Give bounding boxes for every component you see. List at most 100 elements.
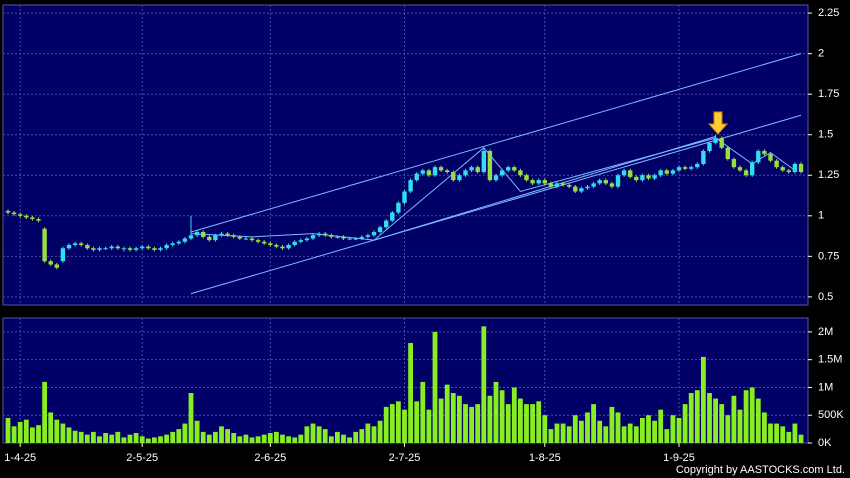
volume-bar <box>280 434 285 443</box>
volume-bar <box>621 426 627 443</box>
volume-bar <box>530 404 535 443</box>
volume-bar <box>658 409 664 443</box>
candle-body <box>390 212 395 221</box>
volume-bar <box>127 434 133 443</box>
y-tick-label: 2.25 <box>818 7 839 19</box>
volume-bar <box>328 436 334 443</box>
volume-bar <box>347 437 352 443</box>
y-tick-label: 1M <box>818 381 833 393</box>
volume-bar <box>585 412 590 443</box>
volume-bar <box>243 434 249 443</box>
volume-bar <box>731 395 737 443</box>
price-panel <box>2 4 809 306</box>
candle-body <box>573 186 578 192</box>
volume-bar <box>536 401 542 443</box>
candle-body <box>201 232 206 237</box>
candle-body <box>481 150 486 173</box>
volume-bar <box>206 434 212 443</box>
candle-body <box>475 167 480 173</box>
candle-body <box>524 175 529 181</box>
volume-bar <box>213 431 218 443</box>
volume-bar <box>182 423 188 443</box>
candle-body <box>304 238 310 241</box>
volume-bar <box>36 425 41 443</box>
candle-body <box>292 241 297 245</box>
volume-bar <box>518 398 523 443</box>
volume-bar <box>798 434 804 443</box>
volume-bar <box>719 404 725 443</box>
candle-body <box>60 248 66 262</box>
candle-body <box>414 173 419 181</box>
candle-body <box>682 167 688 169</box>
volume-bar <box>505 404 511 443</box>
candle-body <box>792 163 798 173</box>
volume-bar <box>603 426 609 443</box>
candle-body <box>158 248 163 250</box>
volume-bar <box>444 384 450 443</box>
volume-bar <box>487 395 493 443</box>
volume-bar <box>786 431 792 443</box>
volume-bar <box>524 404 529 443</box>
candle-body <box>609 183 615 187</box>
candle-body <box>176 241 181 244</box>
candle-body <box>798 163 804 173</box>
volume-bar <box>664 429 670 443</box>
candle-body <box>243 238 249 240</box>
candle-body <box>658 170 663 176</box>
volume-bar <box>72 430 78 443</box>
candle-body <box>213 235 218 241</box>
volume-bar <box>188 393 194 443</box>
candle-body <box>426 170 432 176</box>
volume-bar <box>341 434 346 443</box>
candle-body <box>445 170 450 173</box>
volume-bar <box>469 406 474 443</box>
volume-bar <box>780 426 786 443</box>
candle-body <box>640 175 645 181</box>
volume-bar <box>792 423 798 443</box>
volume-bar <box>774 423 779 443</box>
volume-bar <box>60 423 66 443</box>
volume-bar <box>450 393 456 443</box>
candle-body <box>5 210 11 213</box>
volume-bar <box>335 431 340 443</box>
y-tick-label: 0K <box>818 437 832 449</box>
volume-bar <box>627 423 633 443</box>
candle-body <box>371 232 377 236</box>
volume-bar <box>609 406 615 443</box>
candle-body <box>329 235 334 237</box>
candle-body <box>188 235 194 239</box>
volume-bar <box>97 436 102 443</box>
candle-body <box>469 167 474 171</box>
volume-bar <box>383 406 389 443</box>
volume-bar <box>572 415 578 443</box>
volume-bar <box>646 415 651 443</box>
candle-body <box>670 170 676 174</box>
candle-body <box>493 175 499 181</box>
volume-bar <box>237 436 243 443</box>
volume-bar <box>48 412 54 443</box>
volume-bar <box>542 415 548 443</box>
candle-body <box>621 170 627 176</box>
volume-bar <box>566 426 572 443</box>
volume-bar <box>749 387 755 443</box>
volume-bar <box>579 420 584 443</box>
volume-bar <box>426 409 432 443</box>
volume-bar <box>176 429 182 443</box>
candle-body <box>11 212 17 215</box>
candle-body <box>207 236 212 241</box>
volume-bar <box>511 387 517 443</box>
volume-bar <box>225 429 230 443</box>
candle-body <box>109 246 114 249</box>
volume-bar <box>23 419 29 443</box>
candle-body <box>396 202 401 213</box>
candle-body <box>701 150 706 164</box>
candle-body <box>115 246 120 249</box>
candle-body <box>255 240 261 242</box>
volume-bar <box>682 404 688 443</box>
candle-body <box>585 186 590 189</box>
x-tick-label: 1-8-25 <box>529 452 561 464</box>
volume-bar <box>17 421 23 443</box>
volume-bar <box>597 420 603 443</box>
volume-bar <box>615 412 621 443</box>
candle-body <box>36 219 41 221</box>
